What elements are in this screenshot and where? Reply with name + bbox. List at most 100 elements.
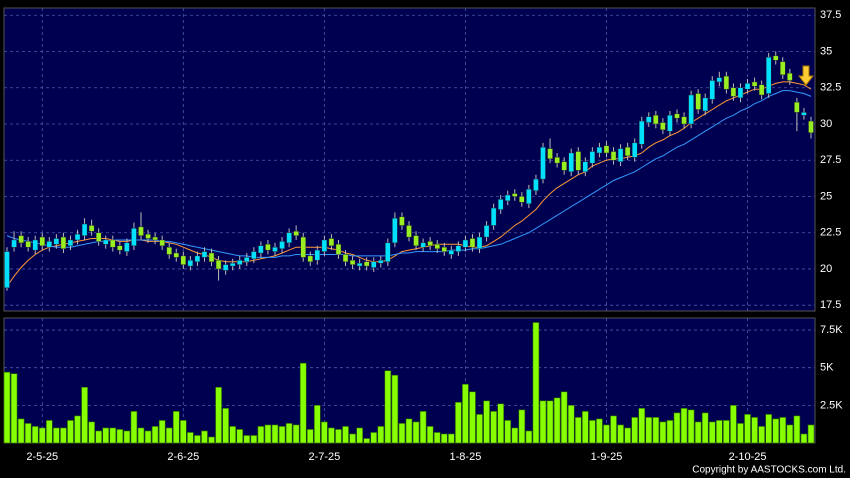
volume-bar	[666, 420, 674, 444]
candle-body	[4, 251, 10, 289]
candle-body	[441, 247, 447, 252]
y-tick-label: 17.5	[820, 299, 841, 311]
volume-bar	[504, 420, 512, 444]
candle-body	[737, 87, 744, 99]
candle-body	[279, 241, 285, 249]
candle-body	[215, 260, 222, 270]
x-tick-label: 2-10-25	[729, 451, 767, 463]
y-tick-label: 32.5	[820, 82, 841, 94]
volume-bar	[3, 371, 11, 444]
candle-body	[730, 87, 737, 97]
candle-body	[603, 145, 610, 154]
volume-bar	[194, 435, 201, 444]
volume-bar	[363, 438, 370, 444]
candle-body	[575, 151, 581, 171]
candle-body	[483, 225, 490, 238]
volume-bar	[652, 417, 660, 444]
volume-bar	[483, 400, 490, 444]
y-tick-label: 2.5K	[820, 399, 843, 411]
candle-body	[159, 239, 165, 246]
candle-body	[540, 146, 546, 180]
candle-body	[547, 148, 553, 159]
arrow-icon	[797, 65, 815, 86]
candle-body	[187, 260, 194, 267]
candle-body	[716, 77, 723, 83]
y-tick-label: 37.5	[820, 9, 841, 21]
volume-bar	[553, 397, 561, 444]
price-panel	[3, 7, 816, 312]
x-tick-label: 2-7-25	[308, 451, 340, 463]
volume-bar	[384, 370, 392, 444]
candle-body	[723, 75, 730, 90]
volume-bar	[701, 412, 709, 444]
candle-body	[765, 57, 772, 94]
candle-body	[286, 232, 292, 244]
candle-body	[512, 193, 518, 197]
candle-body	[709, 80, 715, 100]
volume-bar	[172, 411, 180, 444]
candle-body	[787, 73, 793, 81]
volume-bar	[53, 427, 60, 444]
candle-body	[237, 260, 243, 265]
volume-bar	[758, 426, 765, 444]
candle-body	[251, 251, 257, 260]
candle-body	[117, 245, 123, 251]
volume-bar	[299, 362, 307, 444]
volume-bar	[229, 426, 236, 444]
volume-bar	[574, 417, 582, 444]
candle-body	[378, 260, 384, 264]
candle-body	[293, 231, 299, 236]
candle-body	[660, 122, 666, 130]
volume-bar	[476, 414, 483, 444]
volume-bar	[116, 429, 124, 444]
candle-body	[801, 112, 807, 116]
volume-bar	[645, 417, 653, 444]
candle-body	[265, 244, 271, 251]
volume-bar	[744, 414, 751, 444]
volume-bar	[716, 420, 723, 444]
volume-bar	[440, 433, 448, 444]
volume-bar	[800, 433, 808, 444]
volume-bar	[687, 409, 695, 444]
volume-bar	[659, 421, 667, 444]
volume-bar	[673, 412, 681, 444]
volume-bar	[151, 426, 159, 444]
volume-bar	[694, 421, 702, 444]
candle-body	[448, 249, 455, 255]
volume-bar	[772, 418, 780, 444]
candle-body	[476, 236, 483, 249]
candle-body	[568, 152, 574, 173]
volume-bar	[412, 421, 420, 444]
volume-bar	[67, 420, 74, 444]
candle-body	[582, 161, 589, 173]
candle-body	[688, 94, 694, 125]
candle-body	[258, 245, 264, 254]
volume-bar	[208, 436, 215, 444]
candle-body	[758, 84, 765, 96]
volume-bar	[631, 417, 638, 444]
volume-bar	[765, 414, 772, 444]
candle-body	[67, 239, 74, 246]
volume-bar	[370, 432, 378, 444]
volume-bar	[398, 423, 406, 444]
candle-body	[631, 142, 638, 158]
candle-body	[561, 161, 567, 171]
y-tick-label: 35	[820, 45, 832, 57]
volume-bar	[342, 426, 349, 444]
volume-bar	[391, 374, 399, 444]
volume-bar	[462, 383, 469, 444]
volume-bar	[490, 411, 497, 444]
candle-body	[695, 93, 701, 110]
candle-body	[60, 236, 67, 249]
volume-bar	[81, 386, 88, 444]
candle-body	[674, 113, 680, 119]
candle-body	[589, 151, 596, 164]
candle-body	[624, 146, 631, 157]
candle-body	[244, 257, 250, 262]
candle-body	[490, 207, 497, 226]
volume-bar	[511, 427, 519, 444]
candle-body	[110, 239, 116, 248]
candle-body	[173, 252, 179, 258]
candle-body	[208, 252, 215, 262]
